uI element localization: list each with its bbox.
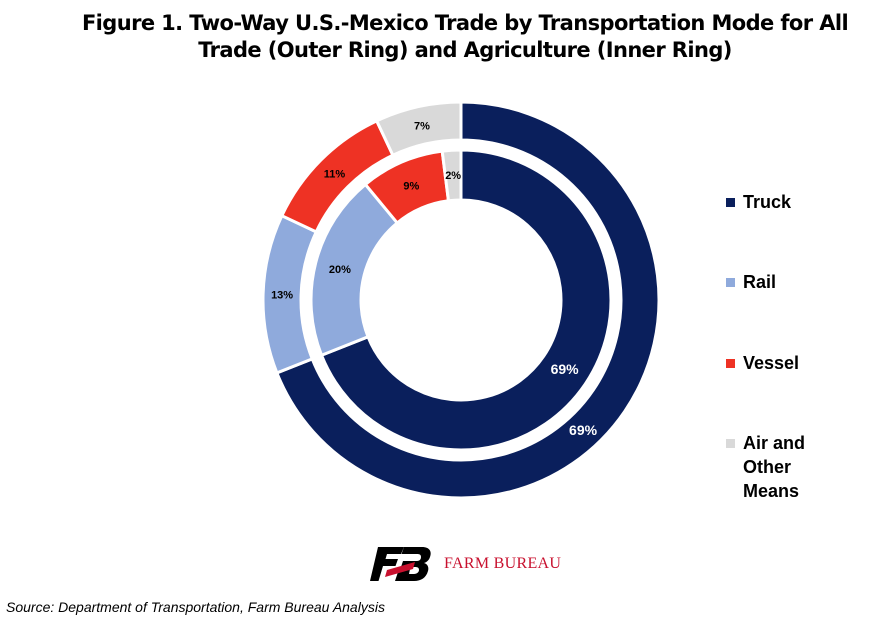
outer-slice-air-other xyxy=(374,100,463,158)
legend-label-vessel: Vessel xyxy=(743,353,800,373)
inner-label-truck: 69% xyxy=(551,361,580,377)
inner-label-air-other: 2% xyxy=(445,170,461,182)
outer-slice-truck xyxy=(274,100,661,500)
legend-item-vessel: Vessel xyxy=(726,351,799,375)
source-note: Source: Department of Transportation, Fa… xyxy=(6,599,385,615)
farm-bureau-wordmark: FARM BUREAU xyxy=(444,555,562,572)
legend-swatch-rail xyxy=(726,278,735,287)
inner-slice-truck xyxy=(319,148,613,452)
outer-label-air-other: 7% xyxy=(414,120,430,132)
inner-slice-air-other xyxy=(440,148,463,203)
legend-label-air-other: Air and Other Means xyxy=(743,433,806,501)
farm-bureau-mark-icon xyxy=(370,547,431,581)
outer-label-truck: 69% xyxy=(569,422,598,438)
legend-label-rail: Rail xyxy=(743,272,777,292)
title-line-2: Trade (Outer Ring) and Agriculture (Inne… xyxy=(198,38,732,62)
legend-item-truck: Truck xyxy=(726,190,791,214)
inner-label-vessel: 9% xyxy=(403,180,419,192)
legend-swatch-air-other xyxy=(726,439,735,448)
title-line-1: Figure 1. Two-Way U.S.-Mexico Trade by T… xyxy=(81,11,849,35)
outer-label-vessel: 11% xyxy=(324,168,346,180)
legend-label-truck: Truck xyxy=(743,192,792,212)
legend-item-rail: Rail xyxy=(726,270,776,294)
legend-swatch-truck xyxy=(726,198,735,207)
chart-title: Figure 1. Two-Way U.S.-Mexico Trade by T… xyxy=(60,10,870,64)
outer-label-rail: 13% xyxy=(271,289,293,301)
farm-bureau-logo: FARM BUREAU xyxy=(370,547,561,581)
legend-swatch-vessel xyxy=(726,359,735,368)
legend-item-air-other: Air and Other Means xyxy=(726,431,805,503)
inner-label-rail: 20% xyxy=(329,264,351,276)
